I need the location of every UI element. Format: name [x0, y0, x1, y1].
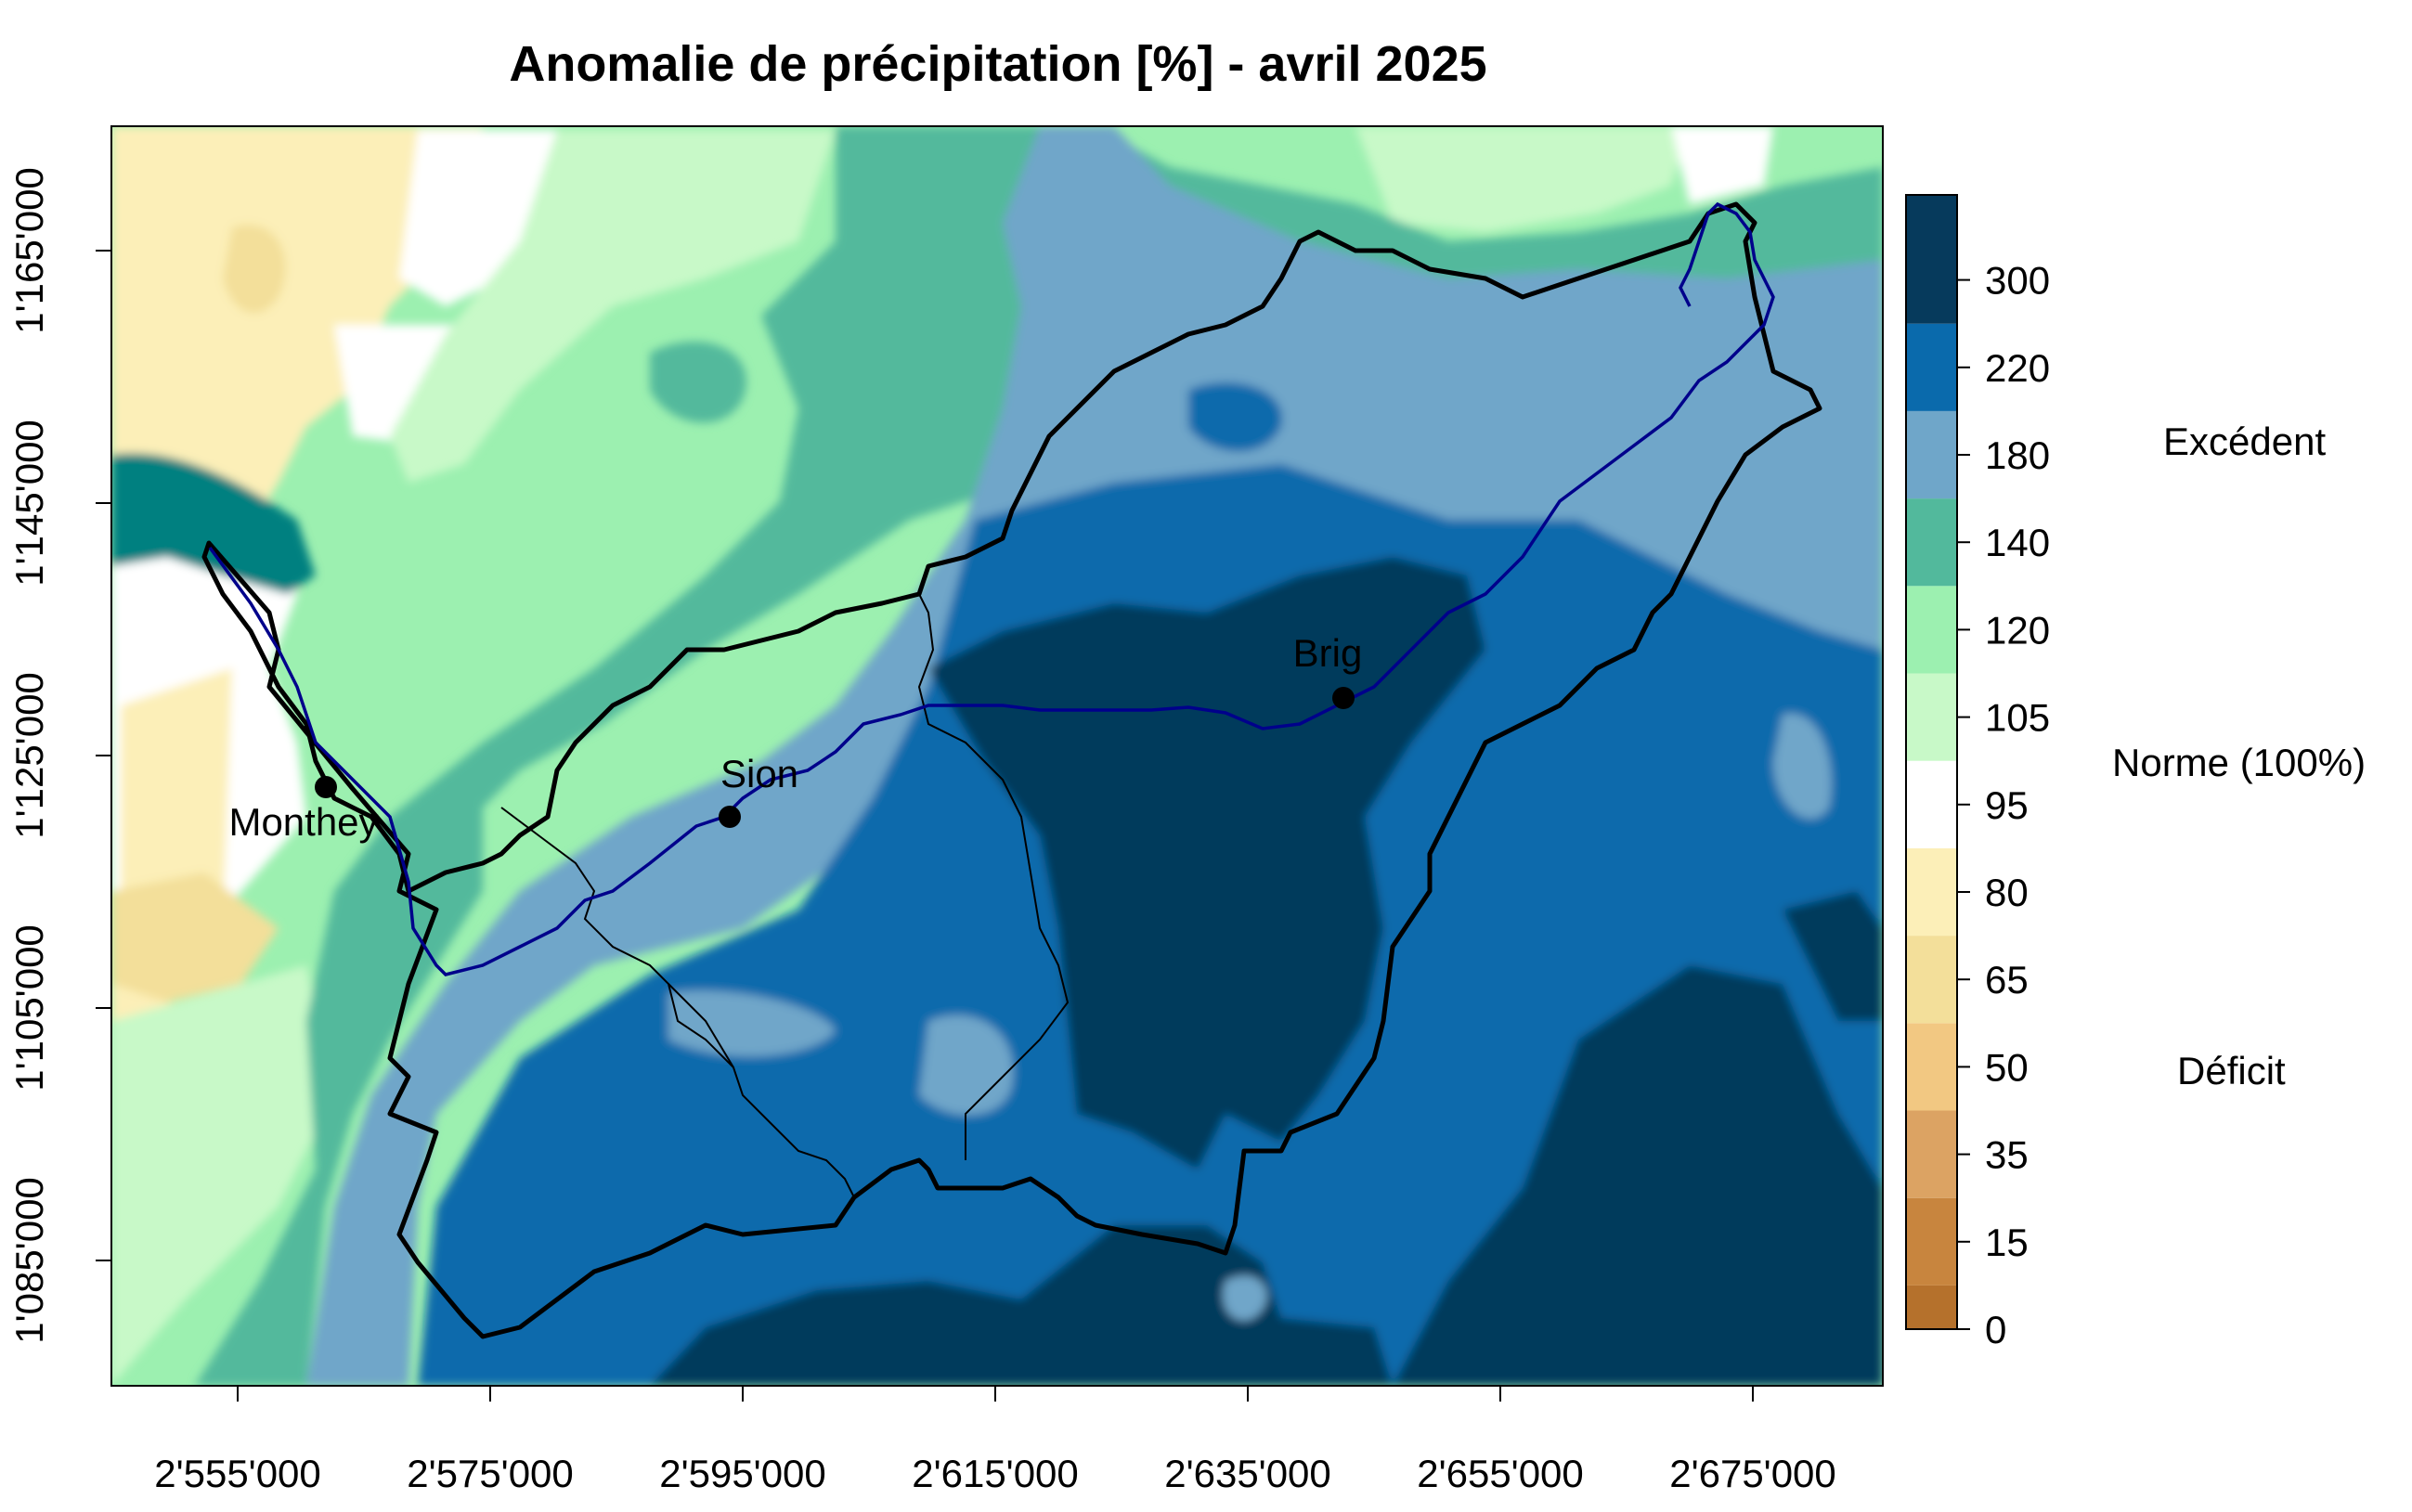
legend-color-swatch — [1906, 1023, 1957, 1111]
legend-tick-label: 105 — [1985, 696, 2050, 740]
legend-tick-label: 220 — [1985, 346, 2050, 390]
y-tick-label: 1'165'000 — [7, 167, 51, 334]
legend-tick-label: 65 — [1985, 958, 2029, 1002]
y-tick-label: 1'145'000 — [7, 420, 51, 587]
legend-tick-label: 80 — [1985, 871, 2029, 914]
legend-tick-label: 120 — [1985, 608, 2050, 652]
legend-tick-labels: 0 15 35 50 65 80 95 105 120 140 180 220 300 — [1985, 259, 2050, 1351]
city-dot-sion — [719, 806, 741, 828]
legend-norme-label: Norme (100%) — [2112, 741, 2367, 784]
legend-tick-label: 300 — [1985, 259, 2050, 303]
x-tick-label: 2'595'000 — [659, 1452, 826, 1495]
city-markers: Monthey Sion Brig — [228, 631, 1362, 844]
legend-tick-label: 50 — [1985, 1045, 2029, 1089]
y-tick-label: 1'105'000 — [7, 924, 51, 1092]
x-tick-label: 2'655'000 — [1417, 1452, 1584, 1495]
x-tick-label: 2'615'000 — [912, 1452, 1079, 1495]
y-axis — [96, 250, 111, 1261]
y-tick-label: 1'085'000 — [7, 1177, 51, 1344]
legend-color-swatch — [1906, 936, 1957, 1024]
map-title: Anomalie de précipitation [%] - avril 20… — [509, 36, 1487, 92]
legend-tick-label: 95 — [1985, 783, 2029, 827]
legend-color-swatch — [1906, 673, 1957, 761]
legend-tick-label: 35 — [1985, 1133, 2029, 1177]
legend-color-swatch — [1906, 847, 1957, 937]
anomaly-raster — [111, 126, 1883, 1386]
y-tick-label: 1'125'000 — [7, 672, 51, 839]
legend-tick-label: 0 — [1985, 1308, 2006, 1351]
x-tick-label: 2'575'000 — [407, 1452, 574, 1495]
city-label-sion: Sion — [720, 752, 798, 795]
legend-tick-label: 140 — [1985, 521, 2050, 564]
legend-tick-label: 15 — [1985, 1221, 2029, 1264]
x-axis — [237, 1386, 1754, 1402]
legend-color-swatch — [1906, 323, 1957, 411]
city-dot-monthey — [315, 776, 337, 798]
legend-color-swatch — [1906, 410, 1957, 499]
legend-color-swatch — [1906, 1110, 1957, 1198]
city-label-monthey: Monthey — [228, 800, 378, 844]
legend-frame — [1905, 194, 1958, 1330]
city-dot-brig — [1332, 687, 1355, 709]
x-tick-label: 2'675'000 — [1669, 1452, 1836, 1495]
legend-color-swatch — [1906, 586, 1957, 674]
legend-color-swatch — [1906, 498, 1957, 587]
city-label-brig: Brig — [1293, 631, 1363, 675]
legend-excedent-label: Excédent — [2163, 420, 2327, 463]
legend-color-swatch — [1906, 195, 1957, 324]
legend-color-swatch — [1906, 760, 1957, 848]
rhone-catchment-boundary — [201, 201, 1822, 1339]
y-tick-labels: 1'085'000 1'105'000 1'125'000 1'145'000 … — [7, 167, 51, 1344]
legend-deficit-label: Déficit — [2177, 1049, 2286, 1092]
legend-color-swatch — [1906, 1285, 1957, 1329]
x-tick-label: 2'635'000 — [1164, 1452, 1331, 1495]
legend-tick-label: 180 — [1985, 433, 2050, 477]
x-tick-labels: 2'555'000 2'575'000 2'595'000 2'615'000 … — [154, 1452, 1836, 1495]
rhone-river — [208, 201, 1775, 976]
legend-color-swatch — [1906, 1197, 1957, 1286]
legend-colorbar — [1905, 194, 1970, 1330]
x-tick-label: 2'555'000 — [154, 1452, 321, 1495]
